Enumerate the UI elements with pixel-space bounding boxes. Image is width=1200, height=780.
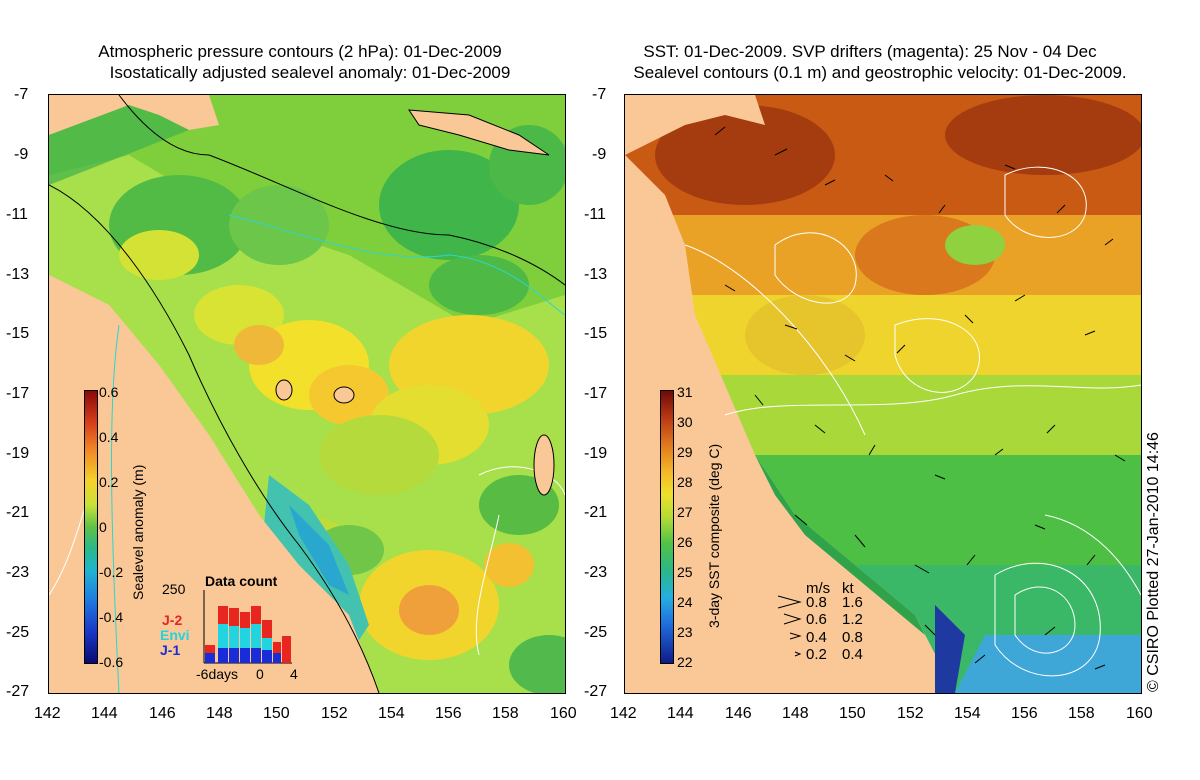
- colorbar-tick: 30: [677, 414, 693, 430]
- velocity-legend-header-ms: m/s: [806, 580, 831, 597]
- y-tick: -23: [6, 564, 30, 581]
- legend-j2: J-2: [162, 612, 183, 628]
- colorbar-tick: 0.2: [99, 474, 119, 490]
- x-tick: 156: [435, 705, 462, 722]
- colorbar-tick: 0.6: [99, 384, 119, 400]
- y-tick: -21: [6, 504, 30, 521]
- colorbar-tick: 29: [677, 444, 693, 460]
- y-tick: -11: [6, 206, 28, 223]
- y-tick: -25: [6, 624, 30, 641]
- velocity-legend-ms: 0.4: [806, 629, 827, 646]
- y-tick: -11: [584, 206, 606, 223]
- data-count-xtick: 0: [256, 666, 264, 682]
- colorbar-tick: 0.4: [99, 429, 119, 445]
- y-tick: -23: [584, 564, 608, 581]
- colorbar-tick: 26: [677, 534, 693, 550]
- colorbar-tick: -0.6: [99, 654, 124, 670]
- colorbar-tick: 27: [677, 504, 693, 520]
- sealevel-anomaly-map: [48, 94, 566, 694]
- y-tick: -27: [584, 683, 608, 700]
- velocity-legend-ms: 0.2: [806, 646, 827, 663]
- y-tick: -13: [584, 266, 608, 283]
- x-tick: 142: [610, 705, 637, 722]
- y-tick: -15: [584, 325, 608, 342]
- x-tick: 146: [149, 705, 176, 722]
- velocity-legend-header-kt: kt: [842, 580, 854, 597]
- sst-colorbar: [660, 390, 674, 664]
- x-tick: 144: [667, 705, 694, 722]
- y-tick: -7: [14, 86, 29, 103]
- velocity-legend-ms: 0.6: [806, 611, 827, 628]
- x-tick: 142: [34, 705, 61, 722]
- x-tick: 156: [1011, 705, 1038, 722]
- y-tick: -21: [584, 504, 608, 521]
- colorbar-tick: 25: [677, 564, 693, 580]
- x-tick: 154: [378, 705, 405, 722]
- x-tick: 160: [550, 705, 577, 722]
- colorbar-tick: 23: [677, 624, 693, 640]
- y-tick: -17: [584, 385, 608, 402]
- velocity-legend-ms: 0.8: [806, 594, 827, 611]
- y-tick: -19: [6, 445, 30, 462]
- x-tick: 146: [725, 705, 752, 722]
- x-tick: 144: [91, 705, 118, 722]
- sst-map: [624, 94, 1142, 694]
- colorbar-tick: 22: [677, 654, 693, 670]
- x-tick: 152: [321, 705, 348, 722]
- velocity-legend-kt: 1.6: [842, 594, 863, 611]
- x-tick: 160: [1126, 705, 1153, 722]
- y-tick: -9: [14, 146, 29, 163]
- csiro-credit: © CSIRO Plotted 27-Jan-2010 14:46: [1145, 432, 1162, 692]
- x-tick: 148: [206, 705, 233, 722]
- velocity-legend-kt: 0.8: [842, 629, 863, 646]
- sealevel-field: [49, 95, 565, 693]
- data-count-ymax: 250: [162, 581, 186, 597]
- sst-field: [625, 95, 1141, 693]
- y-tick: -7: [592, 86, 607, 103]
- x-tick: 154: [954, 705, 981, 722]
- colorbar-tick: 28: [677, 474, 693, 490]
- colorbar-tick: 31: [677, 384, 693, 400]
- left-title-line2: Isostatically adjusted sealevel anomaly:…: [109, 63, 511, 82]
- colorbar-tick: -0.2: [99, 564, 124, 580]
- y-tick: -25: [584, 624, 608, 641]
- data-count-xtick: 4: [290, 666, 298, 682]
- x-tick: 150: [839, 705, 866, 722]
- colorbar-tick: 0: [99, 519, 107, 535]
- y-tick: -13: [6, 266, 30, 283]
- x-tick: 152: [897, 705, 924, 722]
- y-tick: -15: [6, 325, 30, 342]
- x-tick: 148: [782, 705, 809, 722]
- legend-envi: Envi: [160, 627, 190, 643]
- data-count-title: Data count: [205, 573, 278, 589]
- velocity-legend-kt: 0.4: [842, 646, 863, 663]
- right-title-line1: SST: 01-Dec-2009. SVP drifters (magenta)…: [643, 42, 1097, 61]
- x-tick: 158: [1068, 705, 1095, 722]
- y-tick: -17: [6, 385, 30, 402]
- y-tick: -9: [592, 146, 607, 163]
- colorbar-tick: 24: [677, 594, 693, 610]
- left-title-line1: Atmospheric pressure contours (2 hPa): 0…: [98, 42, 502, 61]
- velocity-arrows: [714, 126, 1126, 670]
- x-tick: 150: [263, 705, 290, 722]
- data-count-xtick: -6days: [196, 666, 239, 682]
- x-tick: 158: [492, 705, 519, 722]
- y-tick: -27: [6, 683, 30, 700]
- velocity-legend-kt: 1.2: [842, 611, 863, 628]
- legend-j1: J-1: [160, 642, 181, 658]
- y-tick: -19: [584, 445, 608, 462]
- sealevel-colorbar: [84, 390, 98, 664]
- right-title-line2: Sealevel contours (0.1 m) and geostrophi…: [633, 63, 1127, 82]
- colorbar-tick: -0.4: [99, 609, 124, 625]
